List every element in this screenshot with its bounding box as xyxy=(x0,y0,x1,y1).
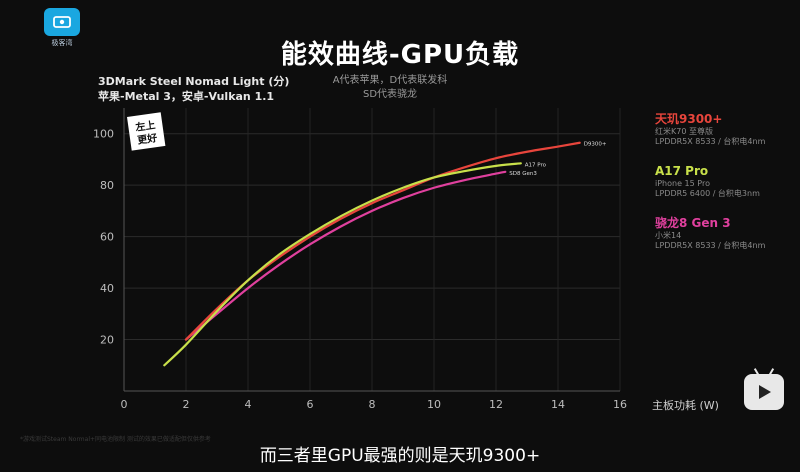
legend-item-d9300: 天玑9300+ 红米K70 至尊版 LPDDR5X 8533 / 台积电4nm xyxy=(655,112,765,147)
benchmark-info: 3DMark Steel Nomad Light (分) 苹果-Metal 3，… xyxy=(98,74,289,104)
logo-label: 极客湾 xyxy=(51,39,73,47)
series-line-2 xyxy=(184,170,507,341)
legend-name: 骁龙8 Gen 3 xyxy=(655,216,731,230)
legend-device: 小米14 xyxy=(655,231,682,240)
legend-item-sd8gen3: 骁龙8 Gen 3 小米14 LPDDR5X 8533 / 台积电4nm xyxy=(655,216,765,251)
x-tick-label: 0 xyxy=(121,398,128,411)
legend-note: A代表苹果，D代表联发科 SD代表骁龙 xyxy=(320,74,460,102)
footnote: *游戏测试Steam Normal+同电池限制 测试的效果已做适配但仅供参考 xyxy=(20,436,211,443)
series-line-1 xyxy=(163,162,522,367)
badge-line-2: 更好 xyxy=(136,131,158,147)
logo-icon xyxy=(44,8,80,36)
series-end-label: SD8 Gen3 xyxy=(509,171,537,177)
video-subtitle: 而三者里GPU最强的则是天玑9300+ xyxy=(259,446,541,466)
chart-title: 能效曲线-GPU负载 xyxy=(280,40,520,70)
badge-line-1: 左上 xyxy=(134,118,157,134)
play-icon[interactable] xyxy=(744,368,784,410)
y-tick-label: 40 xyxy=(100,282,114,295)
x-tick-label: 6 xyxy=(307,398,314,411)
x-tick-label: 2 xyxy=(183,398,190,411)
y-tick-label: 20 xyxy=(100,334,114,347)
series-end-label: D9300+ xyxy=(584,142,607,148)
x-tick-label: 14 xyxy=(551,398,565,411)
legend-device: 红米K70 至尊版 xyxy=(655,127,713,136)
legend-device: iPhone 15 Pro xyxy=(655,179,710,188)
note-line-1: A代表苹果，D代表联发科 xyxy=(332,75,448,86)
x-tick-label: 12 xyxy=(489,398,503,411)
note-line-2: SD代表骁龙 xyxy=(362,89,418,100)
chart-lines: SD8 Gen3 D9300+ A17 Pro xyxy=(163,141,607,367)
x-axis-label: 主板功耗 (W) xyxy=(652,398,719,412)
legend-spec: LPDDR5X 8533 / 台积电4nm xyxy=(655,241,766,250)
legend-spec: LPDDR5 6400 / 台积电3nm xyxy=(655,189,760,198)
x-tick-label: 4 xyxy=(245,398,252,411)
legend-name: A17 Pro xyxy=(655,164,709,178)
series-end-label: A17 Pro xyxy=(525,162,547,168)
y-tick-label: 60 xyxy=(100,231,114,244)
benchmark-line-2: 苹果-Metal 3，安卓-Vulkan 1.1 xyxy=(98,90,275,103)
chart-grid xyxy=(123,108,621,391)
y-tick-label: 80 xyxy=(100,179,114,192)
x-tick-label: 16 xyxy=(613,398,627,411)
legend-name: 天玑9300+ xyxy=(655,112,723,126)
logo: 极客湾 xyxy=(40,8,84,48)
x-tick-label: 8 xyxy=(369,398,376,411)
y-tick-label: 100 xyxy=(93,128,114,141)
chart-axes: 20 40 60 80 100 0 2 4 6 8 10 12 14 16 xyxy=(93,108,627,411)
legend-item-a17pro: A17 Pro iPhone 15 Pro LPDDR5 6400 / 台积电3… xyxy=(655,164,760,199)
legend-spec: LPDDR5X 8533 / 台积电4nm xyxy=(655,137,766,146)
benchmark-line-1: 3DMark Steel Nomad Light (分) xyxy=(98,75,290,88)
x-tick-label: 10 xyxy=(427,398,441,411)
corner-badge: 左上 更好 xyxy=(127,112,166,151)
